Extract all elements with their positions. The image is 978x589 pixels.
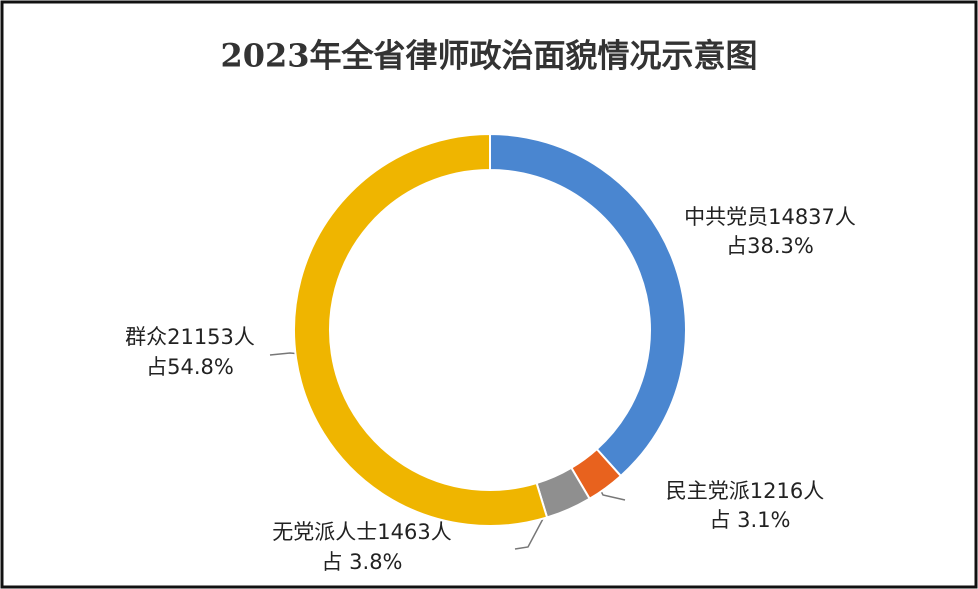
slice-label: 群众21153人 [125,325,255,349]
category-label: 无党派人士 [272,520,377,544]
value-label: 14837人 [768,205,856,229]
donut-slice [293,132,549,527]
share-label: 占 3.8% [321,550,402,574]
share-label: 占 3.1% [709,508,790,532]
value-label: 1463人 [377,520,451,544]
value-label: 1216人 [750,479,824,503]
share-label: 占54.8% [146,355,234,379]
slice-label: 无党派人士1463人 [272,520,451,544]
category-label: 群众 [125,325,167,349]
category-label: 中共党员 [684,205,768,229]
slice-label: 民主党派1216人 [666,479,824,503]
chart-title: 2023年全省律师政治面貌情况示意图 [220,37,757,75]
category-label: 民主党派 [666,479,750,503]
share-label: 占38.3% [726,234,814,258]
leader-line [514,514,546,550]
value-label: 21153人 [167,325,255,349]
slice-label: 中共党员14837人 [684,205,856,229]
